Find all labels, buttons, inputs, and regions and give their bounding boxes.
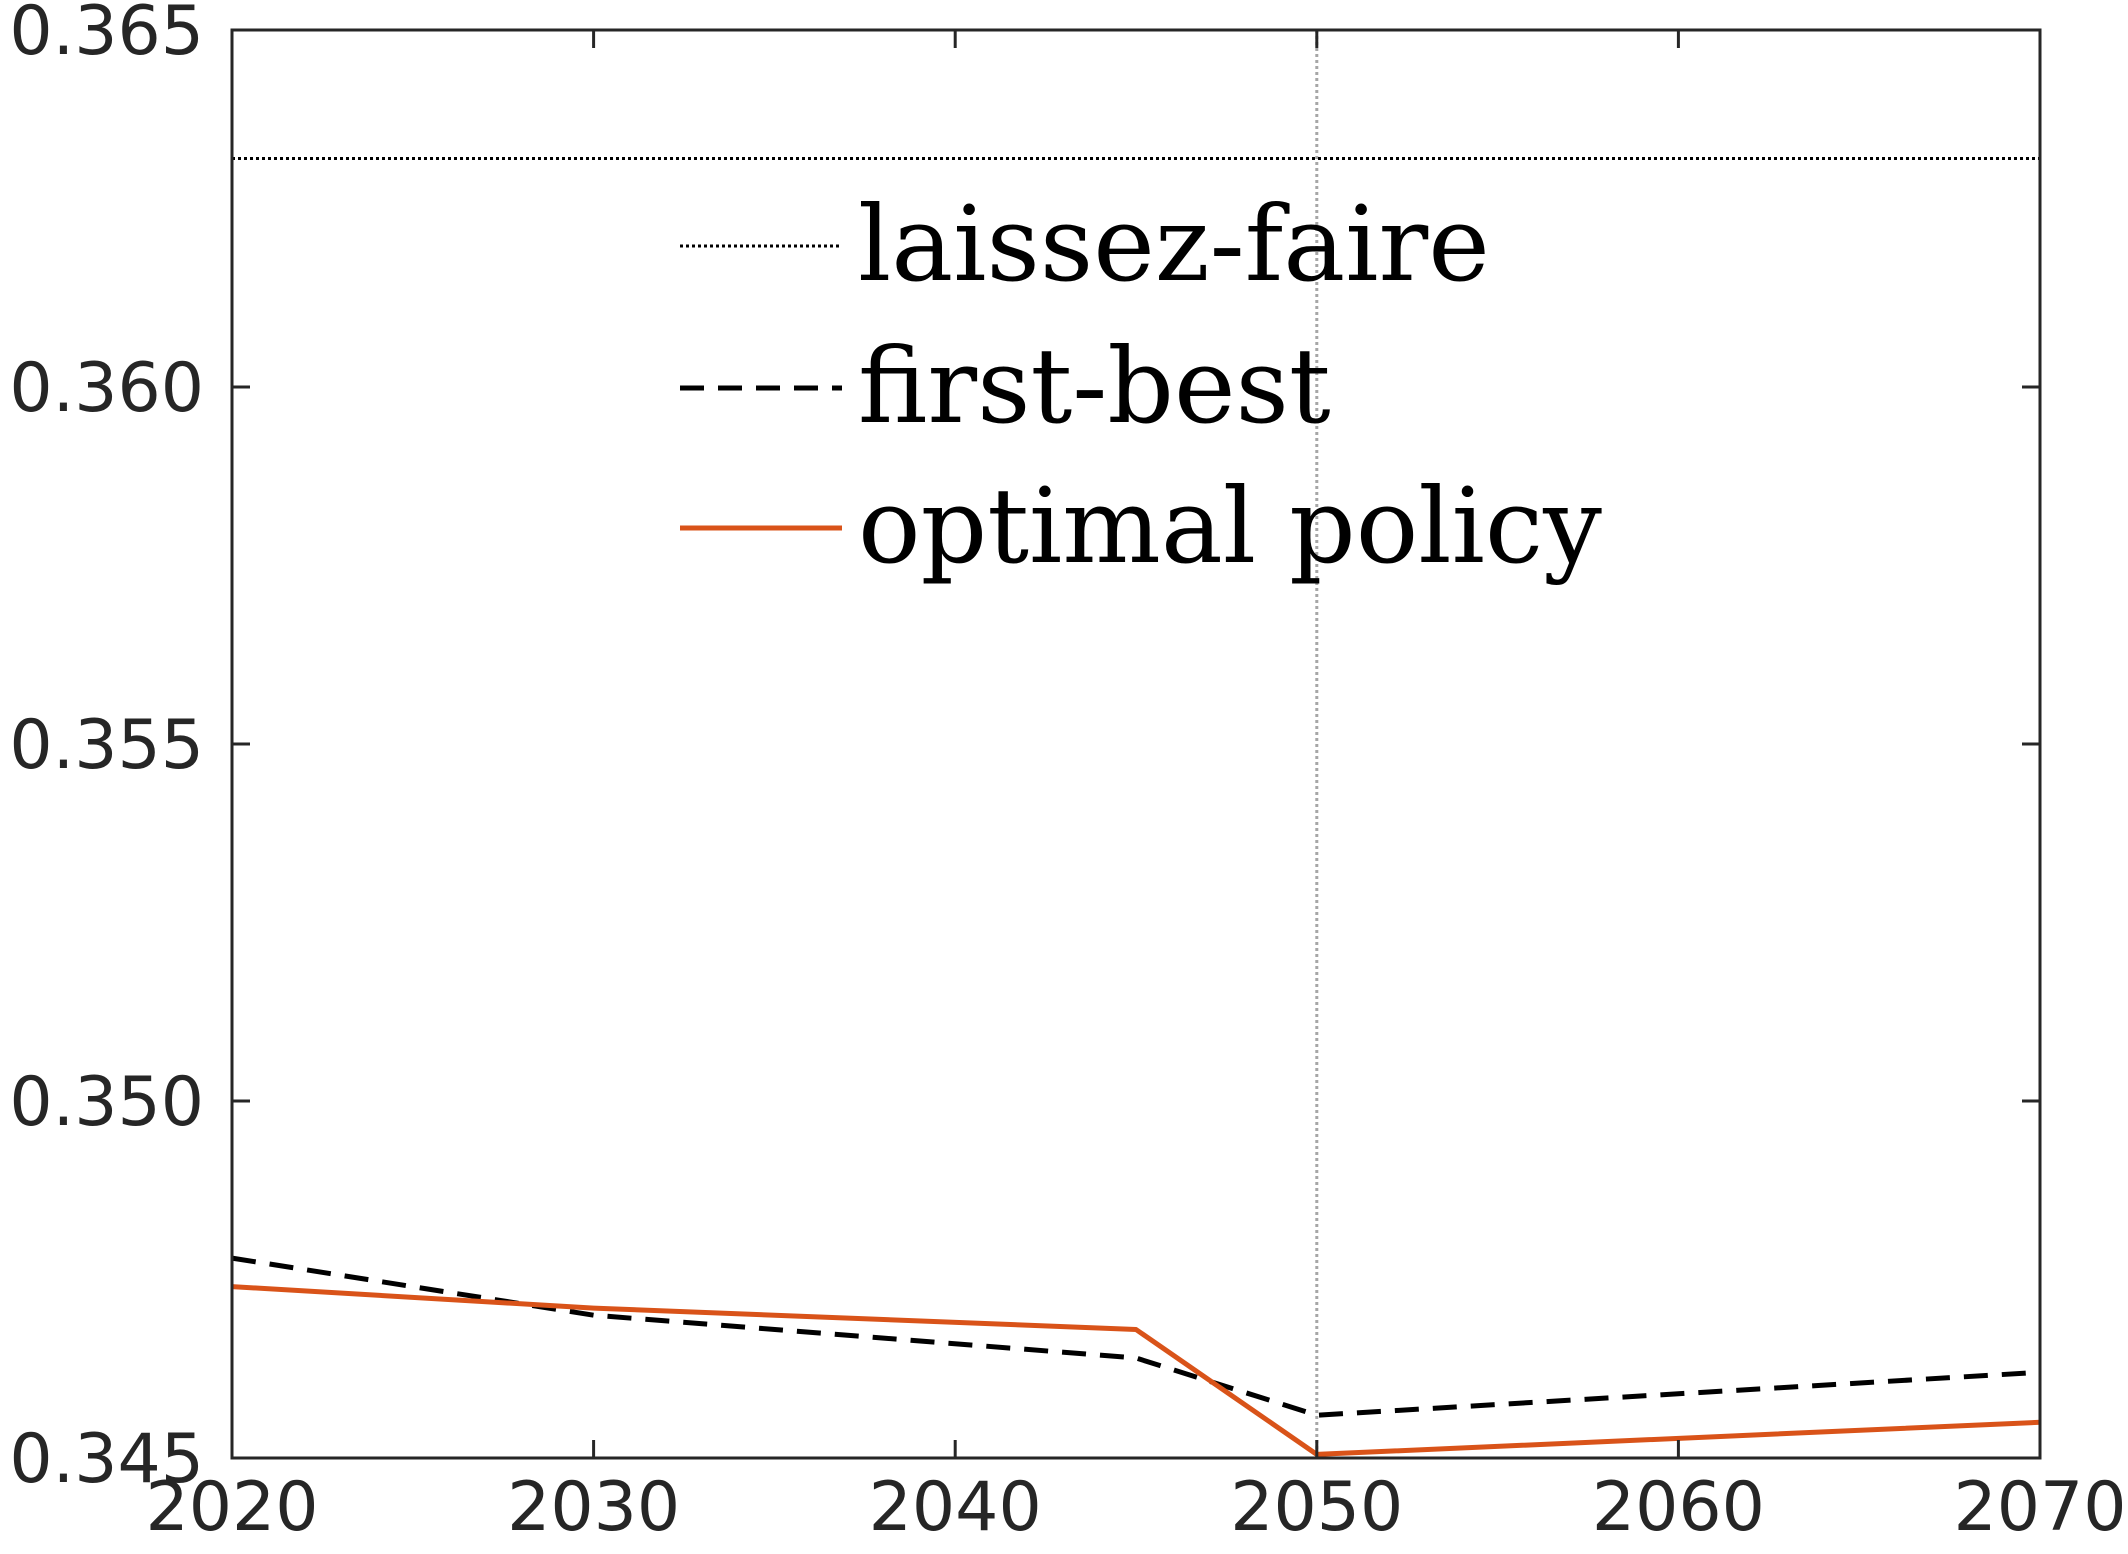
- axis-ticks: 2020 2030 2040 2050 2060 2070 0.345 0.350 0.355 0…: [9, 0, 2126, 1547]
- y-tick-label: 0.345: [9, 1420, 204, 1499]
- legend-label-first-best: first-best: [858, 325, 1331, 447]
- y-tick-label: 0.360: [9, 349, 204, 428]
- x-tick-label: 2030: [507, 1468, 680, 1547]
- legend-label-laissez-faire: laissez-faire: [858, 183, 1490, 305]
- x-tick-label: 2060: [1592, 1468, 1765, 1547]
- series-line-optimal-policy: [231, 1284, 2041, 1457]
- x-tick-label: 2020: [145, 1468, 318, 1547]
- x-tick-label: 2070: [1953, 1468, 2126, 1547]
- y-tick-label: 0.355: [9, 706, 204, 785]
- x-tick-label: 2050: [1230, 1468, 1403, 1547]
- series-line-first-best: [231, 1255, 2041, 1418]
- x-tick-label: 2040: [869, 1468, 1042, 1547]
- legend-label-optimal-policy: optimal policy: [858, 465, 1602, 587]
- y-tick-label: 0.365: [9, 0, 204, 71]
- legend: laissez-faire first-best optimal policy: [680, 183, 1602, 587]
- series-lines: [231, 157, 2041, 1457]
- y-tick-label: 0.350: [9, 1063, 204, 1142]
